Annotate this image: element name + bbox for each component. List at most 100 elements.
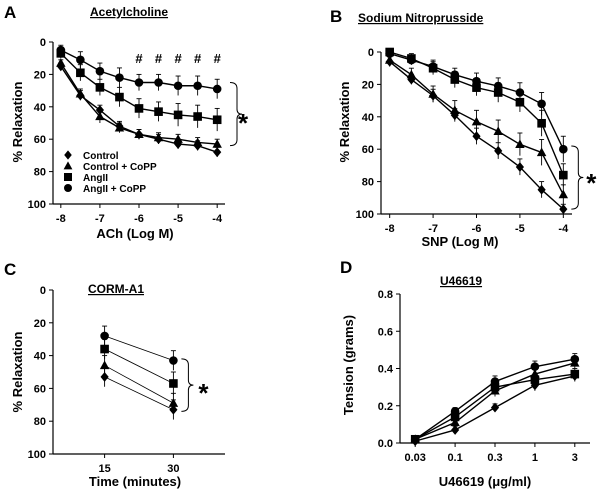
x-tick-label: 0.3	[487, 452, 502, 464]
data-point-triangle	[56, 58, 66, 67]
significance-brace	[229, 82, 243, 147]
panel-a-xlabel: ACh (Log M)	[96, 226, 173, 241]
data-point-square	[76, 68, 85, 78]
data-point-triangle	[95, 111, 105, 121]
data-point-square	[134, 104, 144, 113]
significance-brace	[571, 145, 584, 210]
series-control-copp	[410, 356, 580, 443]
panel-b-ylabel: % Relaxation	[337, 81, 352, 162]
data-point-square	[570, 369, 580, 379]
series-line	[414, 362, 575, 440]
x-tick-label: 3	[572, 452, 578, 464]
data-point-circle	[537, 99, 546, 109]
y-tick-label: 60	[362, 144, 374, 156]
data-point-square	[530, 375, 540, 384]
data-point-circle	[570, 354, 580, 364]
data-point-triangle	[153, 132, 164, 142]
y-tick-label: 0.6	[378, 326, 393, 338]
x-tick-label: -5	[173, 213, 183, 225]
y-tick-label: 20	[34, 318, 46, 330]
data-point-circle	[472, 76, 481, 86]
data-point-triangle	[471, 116, 482, 126]
data-point-circle	[410, 434, 420, 444]
significance-star: *	[238, 108, 249, 138]
panel-c-title: CORM-A1	[88, 282, 144, 296]
data-point-square	[115, 92, 124, 102]
data-point-circle	[56, 45, 66, 55]
series-line	[104, 335, 174, 361]
panel-b: B Sodium Nitroprusside SNP (Log M) % Rel…	[330, 7, 499, 249]
legend-label: Control + CoPP	[83, 162, 157, 173]
panel-d: D U46619 U46619 (μg/ml) Tension (grams)	[340, 258, 531, 489]
y-tick-label: 80	[34, 167, 46, 179]
significance-star: *	[198, 378, 209, 408]
plot-a: 0 20 40 60 80 100 -8 -7 -6 -5 -4 # # # # # * ControlContr…	[28, 37, 249, 225]
data-point-triangle	[450, 417, 460, 427]
data-point-diamond	[515, 162, 524, 172]
data-point-triangle	[558, 189, 569, 199]
hash-annotation: #	[214, 51, 222, 66]
x-tick-label: -8	[56, 213, 66, 225]
data-point-diamond	[537, 184, 546, 195]
y-tick-label: 20	[34, 69, 46, 81]
data-point-square	[212, 115, 222, 125]
data-point-diamond	[100, 371, 109, 382]
x-tick-label: -7	[428, 223, 438, 235]
y-tick-label: 60	[34, 383, 46, 395]
x-tick-label: 0.03	[404, 452, 425, 464]
x-tick-label: -4	[212, 213, 223, 225]
data-point-triangle	[173, 134, 183, 143]
series-line	[104, 348, 174, 384]
y-tick-label: 0.2	[378, 401, 393, 413]
x-tick-label: 15	[98, 463, 110, 475]
data-point-square	[95, 83, 105, 92]
data-point-triangle	[168, 398, 179, 407]
y-tick-label: 100	[28, 449, 46, 461]
significance-brace	[181, 358, 194, 412]
series-control-copp	[56, 58, 222, 149]
hash-annotation: #	[194, 51, 202, 66]
data-point-circle	[169, 356, 178, 365]
y-tick-label: 40	[34, 102, 46, 114]
panel-c: C CORM-A1 Time (minutes) % Relaxation	[4, 260, 181, 489]
x-tick-label: -6	[134, 213, 144, 225]
data-point-triangle	[406, 69, 417, 79]
panel-a-title: Acetylcholine	[90, 5, 168, 19]
x-tick-label: 30	[167, 463, 179, 475]
legend-label: AngII + CoPP	[83, 184, 146, 195]
x-tick-label: 1	[532, 452, 538, 464]
data-point-circle	[490, 377, 500, 386]
plot-b: 0 20 40 60 80 100 -8 -7 -6 -5 -4 *	[356, 47, 598, 235]
series-angii-copp	[100, 325, 178, 371]
x-tick-label: -6	[472, 223, 482, 235]
data-point-triangle	[384, 55, 395, 64]
data-point-circle	[515, 88, 525, 97]
data-point-square	[173, 110, 183, 120]
data-point-diamond	[559, 204, 568, 215]
panel-c-xlabel: Time (minutes)	[89, 474, 181, 489]
data-point-diamond	[494, 145, 503, 156]
y-tick-label: 0	[40, 37, 46, 49]
data-point-circle	[173, 81, 183, 91]
panel-d-letter: D	[340, 258, 352, 277]
y-tick-label: 0.4	[378, 364, 394, 376]
data-point-square	[537, 118, 546, 128]
panel-a-ylabel: % Relaxation	[10, 81, 25, 162]
data-point-circle	[407, 55, 416, 65]
panel-d-title: U46619	[440, 274, 482, 288]
data-point-triangle	[75, 88, 86, 98]
panel-a-letter: A	[4, 3, 16, 22]
data-point-circle	[193, 81, 202, 91]
y-tick-label: 80	[34, 416, 46, 428]
panel-c-ylabel: % Relaxation	[10, 331, 25, 412]
series-line	[104, 365, 174, 404]
data-point-triangle	[450, 105, 460, 114]
y-tick-label: 60	[34, 134, 46, 146]
data-point-square	[169, 379, 178, 388]
series-line	[104, 376, 174, 411]
data-point-diamond	[213, 147, 222, 158]
series-line	[414, 358, 575, 440]
data-point-circle	[428, 62, 438, 71]
